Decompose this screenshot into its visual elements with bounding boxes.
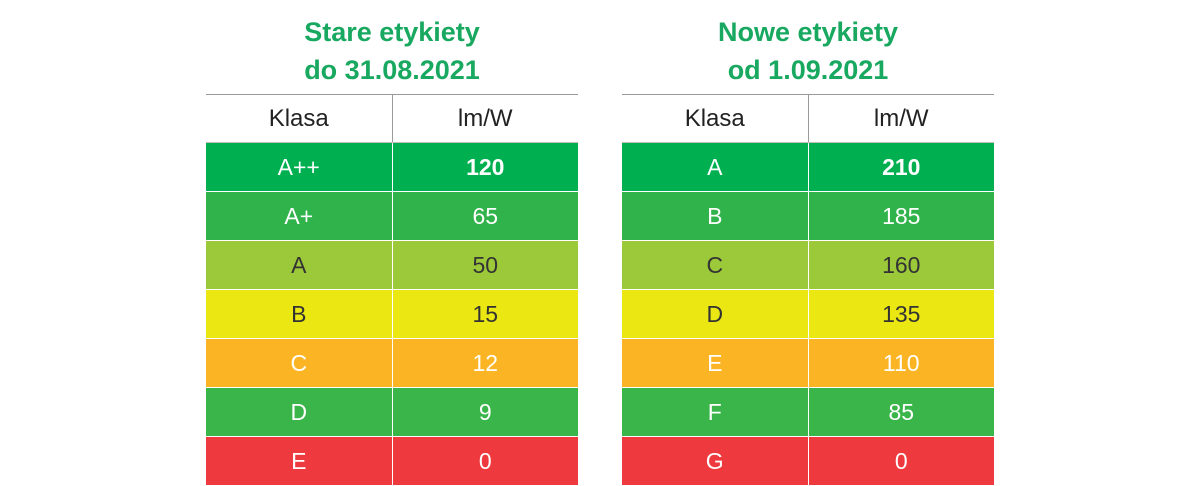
table-header-row: Klasa lm/W	[206, 94, 578, 143]
cell-lmw: 110	[808, 338, 994, 388]
new-labels-table: Klasa lm/W A 210 B 185 C 160 D 135 E	[622, 94, 994, 486]
cell-lmw: 12	[392, 338, 578, 388]
table-row: B 185	[622, 191, 994, 241]
header-lmw: lm/W	[392, 94, 578, 143]
cell-klasa: A+	[206, 191, 393, 241]
table-row: D 9	[206, 387, 578, 437]
table-row: F 85	[622, 387, 994, 437]
cell-lmw: 50	[392, 240, 578, 290]
cell-klasa: F	[622, 387, 809, 437]
cell-klasa: D	[206, 387, 393, 437]
cell-lmw: 135	[808, 289, 994, 339]
cell-klasa: A	[622, 142, 809, 192]
old-labels-panel: Stare etykiety do 31.08.2021 Klasa lm/W …	[206, 0, 578, 486]
cell-lmw: 0	[808, 436, 994, 486]
table-row: C 160	[622, 240, 994, 290]
header-lmw: lm/W	[808, 94, 994, 143]
table-header-row: Klasa lm/W	[622, 94, 994, 143]
cell-lmw: 65	[392, 191, 578, 241]
cell-klasa: D	[622, 289, 809, 339]
cell-lmw: 160	[808, 240, 994, 290]
table-row: E 110	[622, 338, 994, 388]
cell-klasa: E	[206, 436, 393, 486]
table-row: D 135	[622, 289, 994, 339]
old-labels-title: Stare etykiety do 31.08.2021	[206, 0, 578, 94]
cell-klasa: E	[622, 338, 809, 388]
table-row: A 210	[622, 142, 994, 192]
cell-lmw: 120	[392, 142, 578, 192]
cell-lmw: 9	[392, 387, 578, 437]
old-labels-table: Klasa lm/W A++ 120 A+ 65 A 50 B 15 C	[206, 94, 578, 486]
cell-klasa: C	[206, 338, 393, 388]
new-labels-panel: Nowe etykiety od 1.09.2021 Klasa lm/W A …	[622, 0, 994, 486]
table-row: A+ 65	[206, 191, 578, 241]
header-klasa: Klasa	[206, 94, 393, 143]
cell-klasa: C	[622, 240, 809, 290]
table-row: B 15	[206, 289, 578, 339]
table-row: C 12	[206, 338, 578, 388]
table-row: G 0	[622, 436, 994, 486]
cell-klasa: A++	[206, 142, 393, 192]
cell-klasa: B	[206, 289, 393, 339]
cell-klasa: G	[622, 436, 809, 486]
cell-lmw: 0	[392, 436, 578, 486]
cell-lmw: 210	[808, 142, 994, 192]
cell-klasa: A	[206, 240, 393, 290]
header-klasa: Klasa	[622, 94, 809, 143]
cell-lmw: 185	[808, 191, 994, 241]
cell-lmw: 85	[808, 387, 994, 437]
old-labels-title-line2: do 31.08.2021	[304, 55, 480, 85]
table-row: A 50	[206, 240, 578, 290]
table-row: A++ 120	[206, 142, 578, 192]
new-labels-title-line2: od 1.09.2021	[727, 55, 889, 85]
new-labels-title: Nowe etykiety od 1.09.2021	[622, 0, 994, 94]
old-labels-title-line1: Stare etykiety	[304, 17, 480, 47]
cell-klasa: B	[622, 191, 809, 241]
cell-lmw: 15	[392, 289, 578, 339]
new-labels-title-line1: Nowe etykiety	[717, 17, 899, 47]
table-row: E 0	[206, 436, 578, 486]
